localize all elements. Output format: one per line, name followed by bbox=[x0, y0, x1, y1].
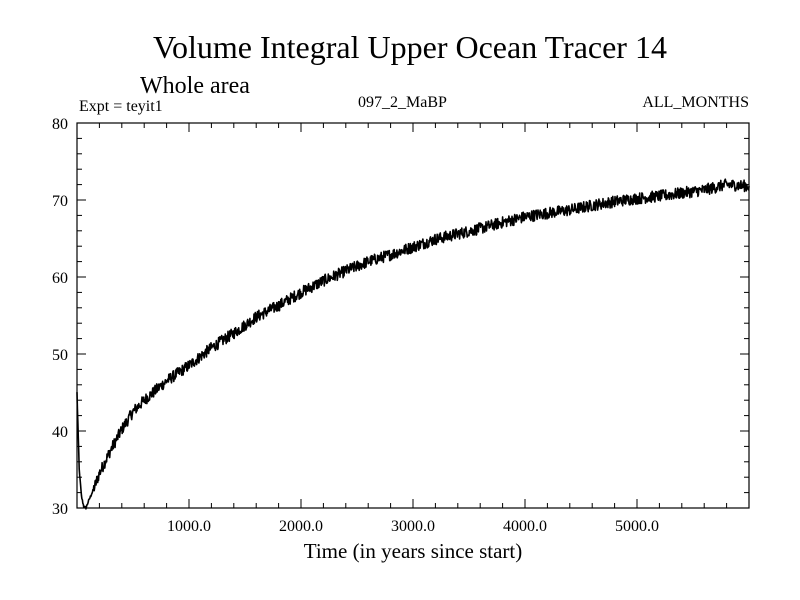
x-tick-label: 3000.0 bbox=[391, 518, 435, 535]
series-line-tracer-14 bbox=[76, 178, 750, 510]
run-label: 097_2_MaBP bbox=[358, 94, 447, 111]
chart-subtitle: Whole area bbox=[140, 73, 250, 99]
y-tick-label: 40 bbox=[52, 424, 68, 441]
x-tick-label: 2000.0 bbox=[279, 518, 323, 535]
x-tick-label: 4000.0 bbox=[503, 518, 547, 535]
months-label: ALL_MONTHS bbox=[642, 94, 749, 111]
minor-ticks bbox=[77, 123, 749, 508]
x-axis-label: Time (in years since start) bbox=[304, 539, 523, 563]
y-tick-label: 30 bbox=[52, 501, 68, 518]
x-tick-label: 1000.0 bbox=[167, 518, 211, 535]
x-tick-label: 5000.0 bbox=[615, 518, 659, 535]
experiment-label: Expt = teyit1 bbox=[79, 98, 163, 115]
plot-frame bbox=[76, 122, 750, 509]
chart-title: Volume Integral Upper Ocean Tracer 14 bbox=[153, 29, 667, 65]
y-tick-label: 50 bbox=[52, 347, 68, 364]
y-tick-label: 80 bbox=[52, 116, 68, 133]
x-axis: 1000.0 2000.0 3000.0 4000.0 5000.0 bbox=[167, 518, 659, 535]
y-axis: 30 40 50 60 70 80 bbox=[52, 116, 68, 518]
y-tick-label: 70 bbox=[52, 193, 68, 210]
y-tick-label: 60 bbox=[52, 270, 68, 287]
